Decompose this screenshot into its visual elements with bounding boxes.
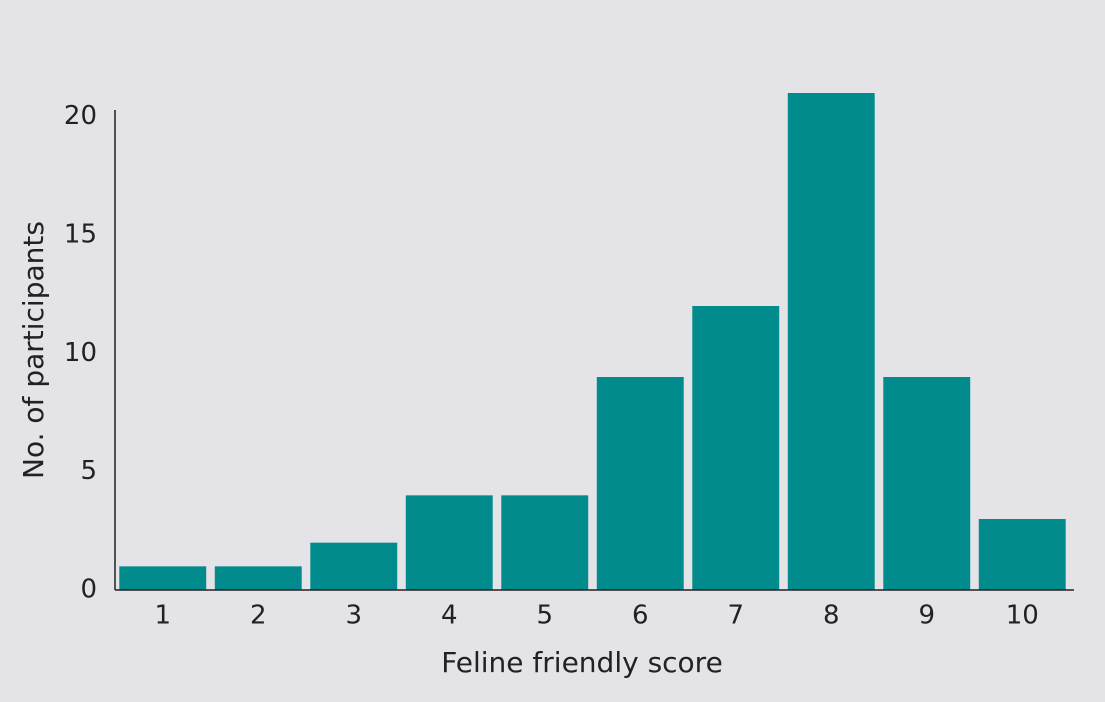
- bar: [214, 566, 302, 590]
- x-tick-label: 9: [918, 601, 935, 631]
- bar: [787, 93, 875, 590]
- x-tick-label: 10: [1006, 601, 1039, 631]
- bar: [692, 306, 780, 590]
- bar: [883, 377, 971, 590]
- bar: [596, 377, 684, 590]
- y-axis-title: No. of participants: [17, 221, 50, 479]
- y-tick-label: 10: [64, 338, 97, 368]
- x-tick-label: 6: [632, 601, 649, 631]
- bar: [405, 495, 493, 590]
- x-tick-label: 5: [536, 601, 553, 631]
- bar: [978, 519, 1066, 590]
- y-tick-label: 0: [80, 575, 97, 605]
- x-tick-label: 8: [823, 601, 840, 631]
- x-tick-label: 2: [250, 601, 267, 631]
- y-tick-label: 15: [64, 220, 97, 250]
- y-tick-label: 20: [64, 101, 97, 131]
- bar: [310, 542, 398, 590]
- bar: [119, 566, 207, 590]
- x-tick-label: 1: [154, 601, 171, 631]
- x-tick-label: 7: [727, 601, 744, 631]
- bar: [501, 495, 589, 590]
- x-tick-label: 4: [441, 601, 458, 631]
- x-tick-label: 3: [345, 601, 362, 631]
- y-tick-label: 5: [80, 456, 97, 486]
- x-axis-title: Feline friendly score: [441, 646, 723, 679]
